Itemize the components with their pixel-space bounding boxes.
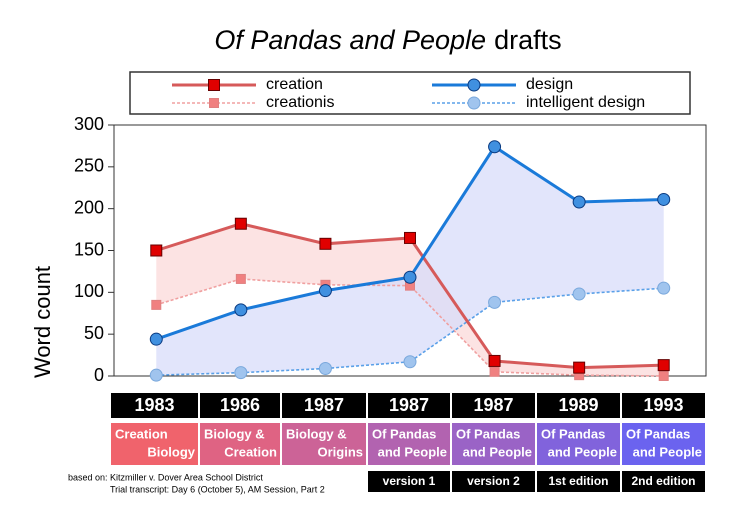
draft-title: Biology & <box>204 426 265 441</box>
marker <box>149 368 163 382</box>
year-cell <box>537 393 620 418</box>
draft-title: and People <box>378 444 447 459</box>
source-prefix: based on: <box>68 472 108 482</box>
y-tick-label: 250 <box>74 156 104 176</box>
legend-marker <box>467 96 481 110</box>
version-label: version 1 <box>383 474 436 488</box>
year-label: 1986 <box>220 395 260 415</box>
title-cell <box>111 423 198 465</box>
marker <box>657 192 671 206</box>
draft-title: and People <box>548 444 617 459</box>
title-cell <box>368 423 450 465</box>
marker <box>488 295 502 309</box>
marker <box>234 366 248 380</box>
title-cell <box>282 423 366 465</box>
title-cell <box>537 423 620 465</box>
year-cell <box>200 393 280 418</box>
title-cell <box>622 423 705 465</box>
marker <box>488 140 502 154</box>
marker <box>657 359 670 372</box>
draft-title: and People <box>463 444 532 459</box>
version-cell <box>537 471 620 492</box>
marker <box>489 366 500 377</box>
draft-title: Origins <box>317 444 363 459</box>
version-cell <box>368 471 450 492</box>
year-label: 1987 <box>304 395 344 415</box>
legend-marker <box>208 79 220 91</box>
marker <box>149 332 163 346</box>
version-label: version 2 <box>467 474 520 488</box>
legend-marker <box>209 98 219 108</box>
marker <box>235 273 246 284</box>
source-line: Trial transcript: Day 6 (October 5), AM … <box>110 484 325 494</box>
year-label: 1987 <box>473 395 513 415</box>
y-tick-label: 100 <box>74 281 104 301</box>
version-cell <box>622 471 705 492</box>
marker <box>319 237 332 250</box>
year-label: 1983 <box>134 395 174 415</box>
version-label: 1st edition <box>548 474 608 488</box>
year-cell <box>111 393 198 418</box>
marker <box>404 231 416 244</box>
draft-title: Of Pandas <box>372 426 436 441</box>
year-cell <box>368 393 450 418</box>
marker <box>234 217 247 230</box>
draft-title: Creation <box>115 426 168 441</box>
source-line: Kitzmiller v. Dover Area School District <box>110 472 263 482</box>
legend-label: creationis <box>266 94 334 111</box>
title-cell <box>200 423 280 465</box>
marker <box>488 354 501 367</box>
legend-label: creation <box>266 76 323 93</box>
marker <box>403 270 417 284</box>
draft-title: Biology & <box>286 426 347 441</box>
draft-title: and People <box>633 444 702 459</box>
legend-label: design <box>526 76 573 93</box>
year-label: 1989 <box>558 395 598 415</box>
marker <box>234 303 248 317</box>
title-italic: Of Pandas and People <box>214 25 486 55</box>
y-tick-label: 50 <box>84 323 104 343</box>
draft-title: Of Pandas <box>626 426 690 441</box>
y-tick-label: 200 <box>74 197 104 217</box>
legend <box>129 71 691 115</box>
marker <box>403 355 417 369</box>
title-cell <box>452 423 535 465</box>
year-cell <box>622 393 705 418</box>
year-label: 1987 <box>389 395 429 415</box>
marker <box>151 299 162 310</box>
band-fill <box>156 146 664 376</box>
draft-title: Of Pandas <box>456 426 520 441</box>
band-fill <box>156 223 664 376</box>
year-cell <box>282 393 366 418</box>
marker <box>658 371 669 381</box>
year-cell <box>452 393 535 418</box>
chart-title: Of Pandas and People drafts <box>214 25 561 55</box>
draft-title: Of Pandas <box>541 426 605 441</box>
title-rest: drafts <box>494 25 562 55</box>
marker <box>657 281 671 295</box>
marker <box>318 284 332 298</box>
y-axis-label: Word count <box>30 266 55 378</box>
marker <box>573 361 586 374</box>
y-tick-label: 150 <box>74 239 104 259</box>
y-tick-label: 0 <box>94 365 104 385</box>
version-label: 2nd edition <box>632 474 696 488</box>
marker <box>572 287 586 301</box>
version-cell <box>452 471 535 492</box>
year-label: 1993 <box>643 395 683 415</box>
marker <box>150 244 163 257</box>
y-tick-label: 300 <box>74 114 104 134</box>
marker <box>318 361 332 375</box>
draft-title: Biology <box>147 444 195 459</box>
draft-title: Creation <box>224 444 277 459</box>
marker <box>572 195 586 209</box>
legend-marker <box>467 78 481 92</box>
legend-label: intelligent design <box>526 94 645 111</box>
